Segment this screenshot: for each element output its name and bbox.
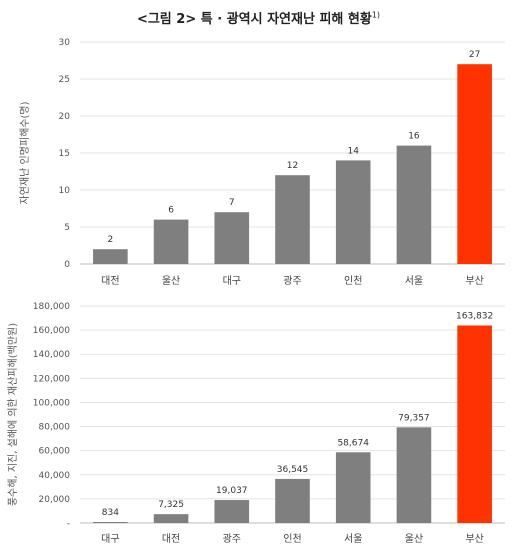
data-label: 27 bbox=[469, 50, 480, 60]
data-label: 163,832 bbox=[456, 311, 493, 321]
bar bbox=[396, 145, 432, 264]
category-label: 울산 bbox=[405, 533, 423, 545]
category-label: 광주 bbox=[223, 533, 241, 545]
y-axis-label: 풍수해, 지진, 설해에 의한 재산피해(백만원) bbox=[6, 323, 19, 506]
data-label: 14 bbox=[347, 146, 359, 156]
property-damage-bar-chart: - 20,000 40,000 60,000 80,000 100,000 120,000 1… bbox=[6, 302, 505, 545]
footnote-mark: 1) bbox=[371, 10, 381, 20]
category-label: 대전 bbox=[162, 533, 180, 545]
data-label: 58,674 bbox=[337, 438, 369, 448]
bar bbox=[457, 325, 492, 523]
category-label: 부산 bbox=[465, 533, 483, 545]
bar bbox=[153, 514, 189, 523]
bar bbox=[214, 212, 250, 264]
data-label: 12 bbox=[287, 161, 298, 171]
y-tick-label: 60,000 bbox=[39, 447, 71, 457]
y-tick-label: 20,000 bbox=[39, 495, 71, 505]
category-label: 대구 bbox=[223, 275, 241, 287]
y-tick-label: 160,000 bbox=[33, 326, 70, 336]
bar bbox=[93, 249, 128, 264]
category-label: 서울 bbox=[405, 275, 423, 287]
data-label: 79,357 bbox=[398, 413, 430, 423]
y-tick-label: 140,000 bbox=[33, 350, 70, 360]
bar bbox=[275, 478, 310, 523]
category-label: 인천 bbox=[344, 275, 362, 287]
chart-title: <그림 2> 특 · 광역시 자연재난 피해 현황1) bbox=[0, 8, 517, 27]
y-tick-label: 25 bbox=[59, 75, 70, 85]
y-axis-label: 자연재난 인명피해수(명) bbox=[18, 101, 31, 204]
data-label: 16 bbox=[408, 132, 420, 142]
data-label: 6 bbox=[168, 206, 174, 216]
y-tick-label: - bbox=[67, 519, 70, 529]
data-label: 2 bbox=[107, 235, 113, 245]
y-tick-label: 40,000 bbox=[39, 471, 71, 481]
y-tick-label: 10 bbox=[59, 186, 71, 196]
bar bbox=[153, 219, 189, 264]
y-tick-label: 80,000 bbox=[39, 423, 71, 433]
y-tick-label: 180,000 bbox=[33, 302, 70, 312]
data-label: 36,545 bbox=[277, 465, 309, 475]
y-tick-label: 0 bbox=[64, 260, 70, 270]
data-label: 7,325 bbox=[158, 500, 184, 510]
bar bbox=[396, 427, 432, 523]
bar bbox=[335, 160, 371, 264]
bar bbox=[93, 521, 128, 523]
bar bbox=[457, 64, 492, 264]
y-tick-label: 100,000 bbox=[33, 398, 70, 408]
category-label: 대구 bbox=[101, 533, 119, 545]
bar bbox=[335, 452, 371, 523]
chart-title-text: <그림 2> 특 · 광역시 자연재난 피해 현황 bbox=[136, 12, 372, 27]
data-label: 19,037 bbox=[216, 486, 248, 496]
category-label: 부산 bbox=[465, 275, 483, 287]
casualties-bar-chart: 0 5 10 15 20 25 30 자연재난 인명피해수(명) 2 대전 6 울산 7 대구 12 광주 14… bbox=[18, 38, 505, 287]
y-tick-label: 5 bbox=[64, 223, 70, 233]
bar bbox=[275, 175, 310, 264]
category-label: 서울 bbox=[344, 533, 362, 545]
category-label: 울산 bbox=[162, 275, 180, 287]
y-tick-label: 120,000 bbox=[33, 374, 70, 384]
category-label: 인천 bbox=[283, 533, 301, 545]
category-label: 대전 bbox=[101, 275, 119, 287]
y-tick-label: 20 bbox=[59, 112, 71, 122]
data-label: 834 bbox=[102, 508, 119, 518]
y-tick-label: 15 bbox=[59, 149, 70, 159]
category-label: 광주 bbox=[283, 275, 301, 287]
y-tick-label: 30 bbox=[59, 38, 71, 48]
bar bbox=[214, 500, 250, 523]
data-label: 7 bbox=[229, 198, 235, 208]
